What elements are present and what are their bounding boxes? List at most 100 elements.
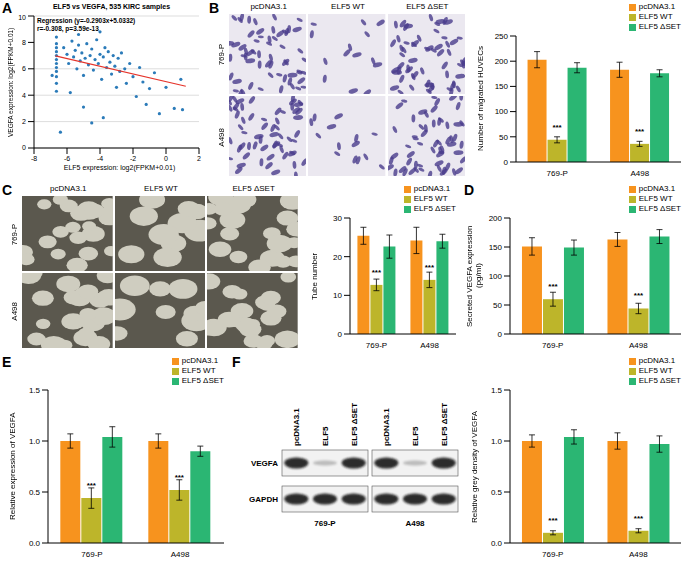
svg-text:pcDNA3.1: pcDNA3.1 [292, 408, 301, 446]
svg-text:10: 10 [18, 14, 26, 21]
html-text:ELF5 ΔSET: ELF5 ΔSET [181, 376, 224, 385]
svg-text:***: *** [87, 481, 97, 490]
svg-text:0.0: 0.0 [491, 539, 503, 548]
svg-text:10: 10 [333, 291, 342, 300]
html-text:pcDNA3.1: pcDNA3.1 [638, 184, 676, 193]
svg-text:6: 6 [22, 65, 26, 72]
html-text:E: E [2, 354, 12, 370]
svg-text:2: 2 [22, 118, 26, 125]
svg-text:***: *** [175, 473, 185, 482]
html-text:ELF5 ΔSET: ELF5 ΔSET [406, 2, 449, 11]
html-text:769-P: 769-P [9, 223, 19, 246]
svg-text:150: 150 [489, 243, 503, 252]
svg-text:A498: A498 [171, 550, 190, 559]
svg-text:GAPDH: GAPDH [249, 495, 278, 504]
svg-text:-2: -2 [130, 155, 136, 162]
html-text:pcDNA3.1: pcDNA3.1 [638, 2, 676, 11]
svg-text:0.0: 0.0 [29, 539, 41, 548]
svg-text:100: 100 [495, 107, 509, 116]
html-text:Relative expression of VEGFA: Relative expression of VEGFA [7, 412, 17, 521]
svg-text:200: 200 [495, 57, 509, 66]
html-text:ELF5 WT: ELF5 WT [331, 2, 365, 11]
svg-text:***: *** [425, 263, 435, 272]
svg-text:0: 0 [498, 330, 503, 339]
svg-text:769-P: 769-P [366, 341, 387, 350]
html-text:pcDNA3.1: pcDNA3.1 [181, 356, 219, 365]
svg-text:A498: A498 [420, 341, 439, 350]
svg-text:769-P: 769-P [547, 169, 568, 178]
html-text:ELF5 WT: ELF5 WT [413, 194, 448, 203]
svg-text:250: 250 [495, 32, 509, 41]
html-text:Secreted VEGFA expression (pg/: Secreted VEGFA expression (pg/ml) [465, 225, 483, 327]
svg-text:1.0: 1.0 [491, 437, 503, 446]
svg-text:30: 30 [333, 214, 342, 223]
html-text:pcDNA3.1: pcDNA3.1 [413, 184, 451, 193]
html-text:pcDNA3.1: pcDNA3.1 [50, 184, 87, 193]
svg-text:0: 0 [22, 144, 26, 151]
svg-text:100: 100 [489, 272, 503, 281]
svg-text:***: *** [548, 282, 558, 291]
html-text:ELF5 WT: ELF5 WT [638, 366, 673, 375]
svg-text:0.5: 0.5 [491, 488, 503, 497]
svg-text:ELF5: ELF5 [411, 426, 420, 446]
html-text:Number of migrated HUVECs: Number of migrated HUVECs [475, 46, 485, 152]
svg-text:***: *** [634, 291, 644, 300]
svg-text:50: 50 [493, 301, 502, 310]
html-text:A498: A498 [9, 302, 19, 321]
svg-text:-4: -4 [97, 155, 103, 162]
svg-text:769-P: 769-P [81, 550, 102, 559]
svg-text:769-P: 769-P [542, 341, 563, 350]
html-text:ELF5 WT: ELF5 WT [638, 12, 673, 21]
svg-text:8: 8 [22, 39, 26, 46]
svg-text:-6: -6 [64, 155, 70, 162]
svg-text:0: 0 [504, 158, 509, 167]
svg-text:-8: -8 [31, 155, 37, 162]
html-text:ELF5 ΔSET: ELF5 ΔSET [638, 204, 681, 213]
svg-text:ELF5: ELF5 [321, 426, 330, 446]
svg-text:***: *** [548, 516, 558, 525]
svg-text:ELF5 ΔSET: ELF5 ΔSET [440, 403, 449, 446]
html-text:ELF5 ΔSET: ELF5 ΔSET [413, 204, 456, 213]
html-text:D: D [464, 182, 475, 198]
svg-text:769-P: 769-P [314, 519, 336, 528]
html-text:A: A [2, 0, 13, 16]
svg-text:769-P: 769-P [542, 550, 563, 559]
svg-text:50: 50 [499, 133, 508, 142]
svg-text:***: *** [372, 268, 382, 277]
svg-text:A498: A498 [630, 169, 649, 178]
svg-text:A498: A498 [629, 341, 648, 350]
svg-text:0.5: 0.5 [29, 488, 41, 497]
html-text:C: C [2, 182, 13, 198]
svg-text:0: 0 [338, 330, 343, 339]
svg-text:4: 4 [22, 92, 26, 99]
svg-text:pcDNA3.1: pcDNA3.1 [382, 408, 391, 446]
svg-text:***: *** [634, 514, 644, 523]
html-text:ELF5 ΔSET: ELF5 ΔSET [638, 22, 681, 31]
svg-text:200: 200 [489, 214, 503, 223]
html-text:ELF5 WT: ELF5 WT [638, 194, 673, 203]
svg-text:***: *** [635, 127, 645, 136]
html-text:F: F [232, 354, 241, 370]
svg-text:***: *** [552, 123, 562, 132]
svg-text:2: 2 [197, 155, 201, 162]
svg-text:150: 150 [495, 82, 509, 91]
svg-text:1.5: 1.5 [29, 386, 41, 395]
svg-text:VEGFA: VEGFA [251, 459, 278, 468]
html-text:ELF5 WT: ELF5 WT [144, 184, 178, 193]
svg-text:A498: A498 [405, 519, 425, 528]
html-text:769-P: 769-P [216, 44, 226, 66]
html-text:Relative grey density of VEGFA: Relative grey density of VEGFA [469, 410, 479, 523]
html-text:pcDNA3.1: pcDNA3.1 [638, 356, 676, 365]
svg-text:20: 20 [333, 253, 342, 262]
svg-text:ELF5 ΔSET: ELF5 ΔSET [350, 403, 359, 446]
svg-text:1.0: 1.0 [29, 437, 41, 446]
html-text:A498: A498 [216, 127, 226, 147]
svg-text:A498: A498 [629, 550, 648, 559]
html-text:pcDNA3.1: pcDNA3.1 [250, 2, 287, 11]
svg-text:0: 0 [164, 155, 168, 162]
html-text:ELF5 WT: ELF5 WT [181, 366, 216, 375]
html-text:ELF5 ΔSET: ELF5 ΔSET [232, 184, 275, 193]
html-text:B: B [209, 0, 220, 16]
svg-text:1.5: 1.5 [491, 386, 503, 395]
html-text:Tube number: Tube number [309, 252, 319, 300]
